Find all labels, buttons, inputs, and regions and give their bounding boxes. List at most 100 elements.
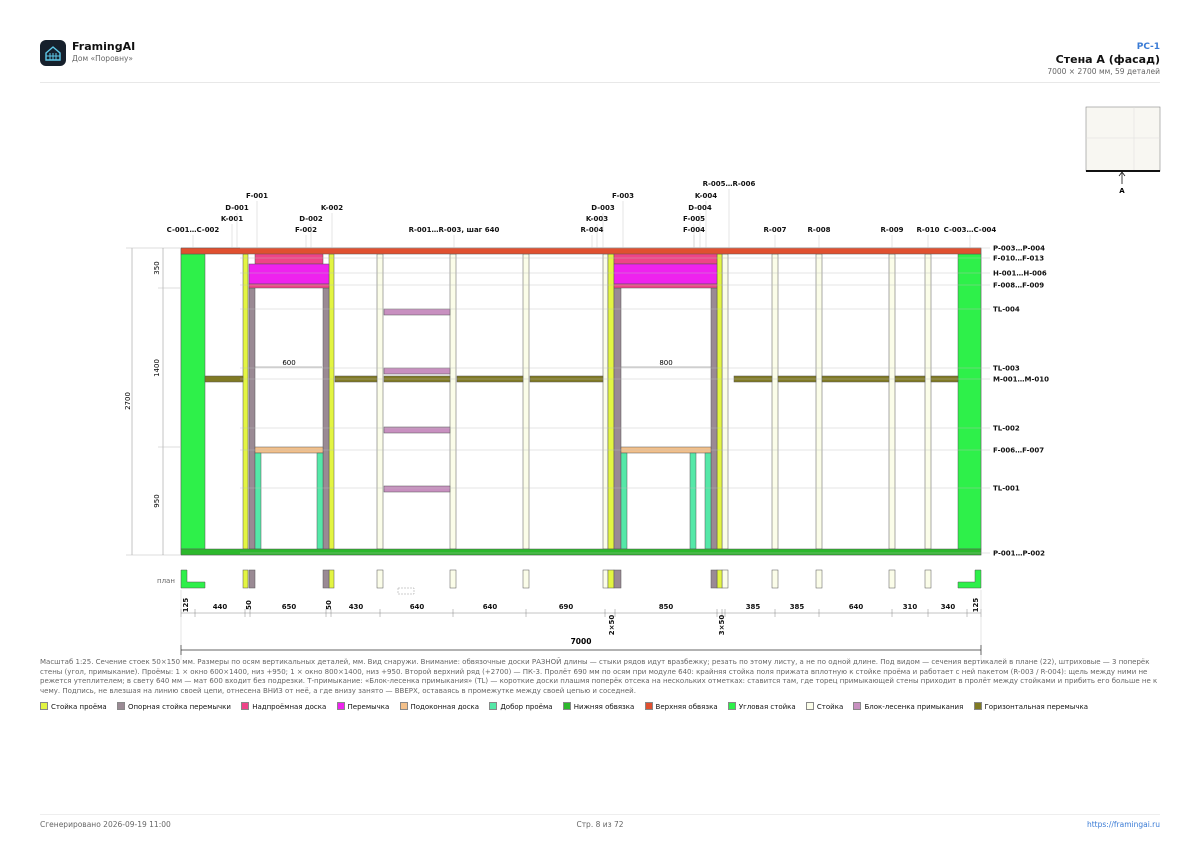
filler-stud	[316, 452, 324, 550]
lintel	[248, 263, 330, 285]
legend-label: Угловая стойка	[738, 703, 796, 711]
callout-top-label: R-007	[764, 226, 787, 234]
legend-label: Надпроёмная доска	[252, 703, 327, 711]
filler-stud	[689, 452, 697, 550]
opening-stud	[242, 253, 249, 550]
opening-1-width: 600	[282, 359, 295, 367]
ladder-block	[383, 308, 451, 316]
stud	[602, 253, 609, 550]
legend-swatch	[116, 702, 125, 710]
wall-outline	[180, 247, 982, 556]
plan-opening-stud	[242, 569, 249, 589]
callout-top-label: R-005…R-006	[703, 180, 756, 188]
plan-dim-label: 690	[559, 603, 574, 611]
height-dimensions: 2700 350 1400 950	[124, 247, 180, 556]
plan-dim-label: 50	[325, 600, 333, 610]
callout-top-label: K-001	[221, 215, 243, 223]
opening-stud	[607, 253, 615, 550]
legend-item: Нижняя обвязка	[562, 702, 634, 711]
dim-window-zone: 1400	[153, 359, 161, 377]
callout-top-label: R-008	[808, 226, 831, 234]
plan-stud	[771, 569, 779, 589]
legend-item: Стойка	[805, 702, 844, 711]
filler-stud	[704, 452, 712, 550]
callout-right-label: TL-003	[993, 365, 1020, 373]
legend-item: Подоконная доска	[399, 702, 480, 711]
plan-stud	[376, 569, 384, 589]
sheet-title: Стена А (фасад)	[1055, 53, 1160, 66]
overall-width: 7000	[571, 637, 592, 646]
bottom-plate	[180, 548, 982, 556]
callout-top-label: K-004	[695, 192, 717, 200]
key-plan: A	[1085, 106, 1161, 195]
stud	[721, 253, 729, 550]
house-icon	[45, 46, 61, 61]
callout-right-label: F-008…F-009	[993, 282, 1044, 290]
legend-label: Стойка	[816, 703, 844, 711]
filler-stud	[254, 452, 262, 550]
plan-corner	[957, 569, 982, 589]
stud	[522, 253, 530, 550]
legend-swatch	[399, 702, 408, 710]
header-board	[248, 283, 330, 289]
legend-swatch	[40, 702, 48, 710]
plan-dim-label: 50	[245, 600, 253, 610]
app-logo	[40, 40, 66, 66]
plan-dim-label: 440	[213, 603, 228, 611]
lintel	[613, 263, 718, 285]
callout-top-label: K-003	[586, 215, 608, 223]
legend-item: Угловая стойка	[727, 702, 796, 711]
callout-top-label: C-001…C-002	[167, 226, 220, 234]
plan-opening-stud	[607, 569, 615, 589]
plan-stud	[888, 569, 896, 589]
callout-right-label: TL-004	[993, 306, 1020, 314]
stud	[815, 253, 823, 550]
opening-2-width: 800	[659, 359, 672, 367]
sheet-subtitle: 7000 × 2700 мм, 59 деталей	[1047, 67, 1160, 76]
dim-top-zone: 350	[153, 261, 161, 274]
opening-stud	[716, 253, 723, 550]
stud	[771, 253, 779, 550]
callout-top-label: F-004	[683, 226, 705, 234]
callout-top-label: R-001…R-003, шаг 640	[409, 226, 500, 234]
horizontal-member	[204, 375, 244, 383]
legend-swatch	[241, 702, 250, 710]
callout-top-label: K-002	[321, 204, 343, 212]
plan-jack-stud	[248, 569, 256, 589]
plan-label: план	[157, 577, 175, 585]
legend-item: Блок-лесенка примыкания	[853, 702, 963, 711]
legend-label: Подоконная доска	[410, 703, 480, 711]
stud	[888, 253, 896, 550]
legend-label: Блок-лесенка примыкания	[864, 703, 964, 711]
legend-label: Верхняя обвязка	[655, 703, 718, 711]
plan-dim-label: 310	[903, 603, 918, 611]
callout-right-label: F-010…F-013	[993, 255, 1044, 263]
callout-labels: P-003…P-004 F-010…F-013 H-001…H-006 F-008…F…	[167, 180, 1049, 558]
legend-swatch	[644, 702, 653, 710]
legend-swatch	[973, 702, 982, 710]
callout-right-label: TL-001	[993, 485, 1020, 493]
legend-label: Горизонтальная перемычка	[984, 703, 1089, 711]
plan-dim-label: 650	[282, 603, 297, 611]
callout-right-label: TL-002	[993, 425, 1020, 433]
opening-stud	[328, 253, 335, 550]
legend-item: Горизонтальная перемычка	[973, 702, 1089, 711]
plan-stud	[449, 569, 457, 589]
footer-link[interactable]: https://framingai.ru	[1086, 820, 1160, 829]
plan-dim-stacked: 3×50	[718, 615, 726, 636]
callout-top-label: F-001	[246, 192, 268, 200]
legend-swatch	[336, 702, 345, 710]
legend-item: Добор проёма	[489, 702, 553, 711]
legend-item: Надпроёмная доска	[241, 702, 326, 711]
jack-stud	[710, 287, 718, 550]
callout-top-label: C-003…C-004	[944, 226, 997, 234]
plan-dim-label: 385	[746, 603, 761, 611]
key-plan-label: A	[1119, 187, 1125, 195]
legend-item: Опорная стойка перемычки	[116, 702, 231, 711]
plan-dim-label: 640	[849, 603, 864, 611]
overall-dimension: 7000	[180, 637, 982, 655]
plan-stud	[721, 569, 729, 589]
jack-stud	[248, 287, 256, 550]
callout-top-label: D-003	[591, 204, 615, 212]
plan-dim-label: 850	[659, 603, 674, 611]
